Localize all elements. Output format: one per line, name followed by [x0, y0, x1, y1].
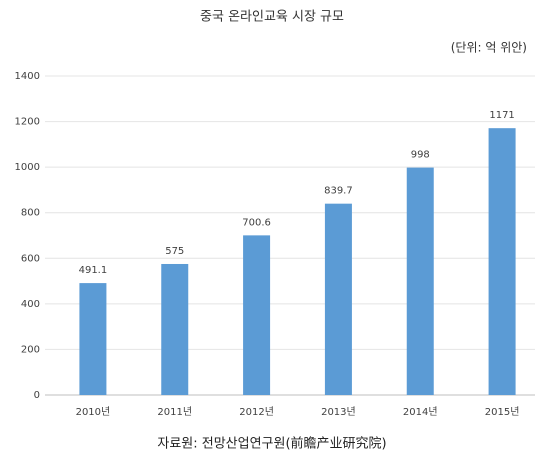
value-label: 491.1: [79, 265, 108, 276]
x-tick-label: 2011년: [157, 406, 192, 418]
x-tick-label: 2010년: [76, 406, 111, 418]
value-label: 1171: [489, 110, 514, 121]
unit-label: (단위: 억 위안): [451, 41, 527, 55]
y-tick-label: 400: [21, 299, 40, 310]
x-tick-label: 2014년: [403, 406, 438, 418]
y-tick-label: 0: [34, 390, 40, 401]
bar: [406, 167, 434, 395]
y-tick-label: 1400: [15, 71, 40, 82]
value-label: 575: [165, 246, 184, 257]
bar: [161, 263, 189, 395]
x-tick-label: 2015년: [485, 406, 520, 418]
y-tick-label: 600: [21, 253, 40, 264]
y-tick-label: 200: [21, 344, 40, 355]
bar: [243, 235, 271, 395]
bar: [324, 203, 352, 395]
y-tick-label: 1200: [15, 117, 40, 128]
y-tick-label: 800: [21, 208, 40, 219]
x-tick-label: 2012년: [239, 406, 274, 418]
bar: [488, 128, 516, 395]
chart-title: 중국 온라인교육 시장 규모: [200, 10, 344, 25]
source-note: 자료원: 전망산업연구원(前瞻产业研究院): [157, 436, 386, 452]
bar: [79, 283, 107, 395]
y-tick-label: 1000: [15, 162, 40, 173]
value-label: 700.6: [242, 217, 271, 228]
value-label: 839.7: [324, 186, 353, 197]
x-tick-label: 2013년: [321, 406, 356, 418]
value-label: 998: [411, 150, 430, 161]
